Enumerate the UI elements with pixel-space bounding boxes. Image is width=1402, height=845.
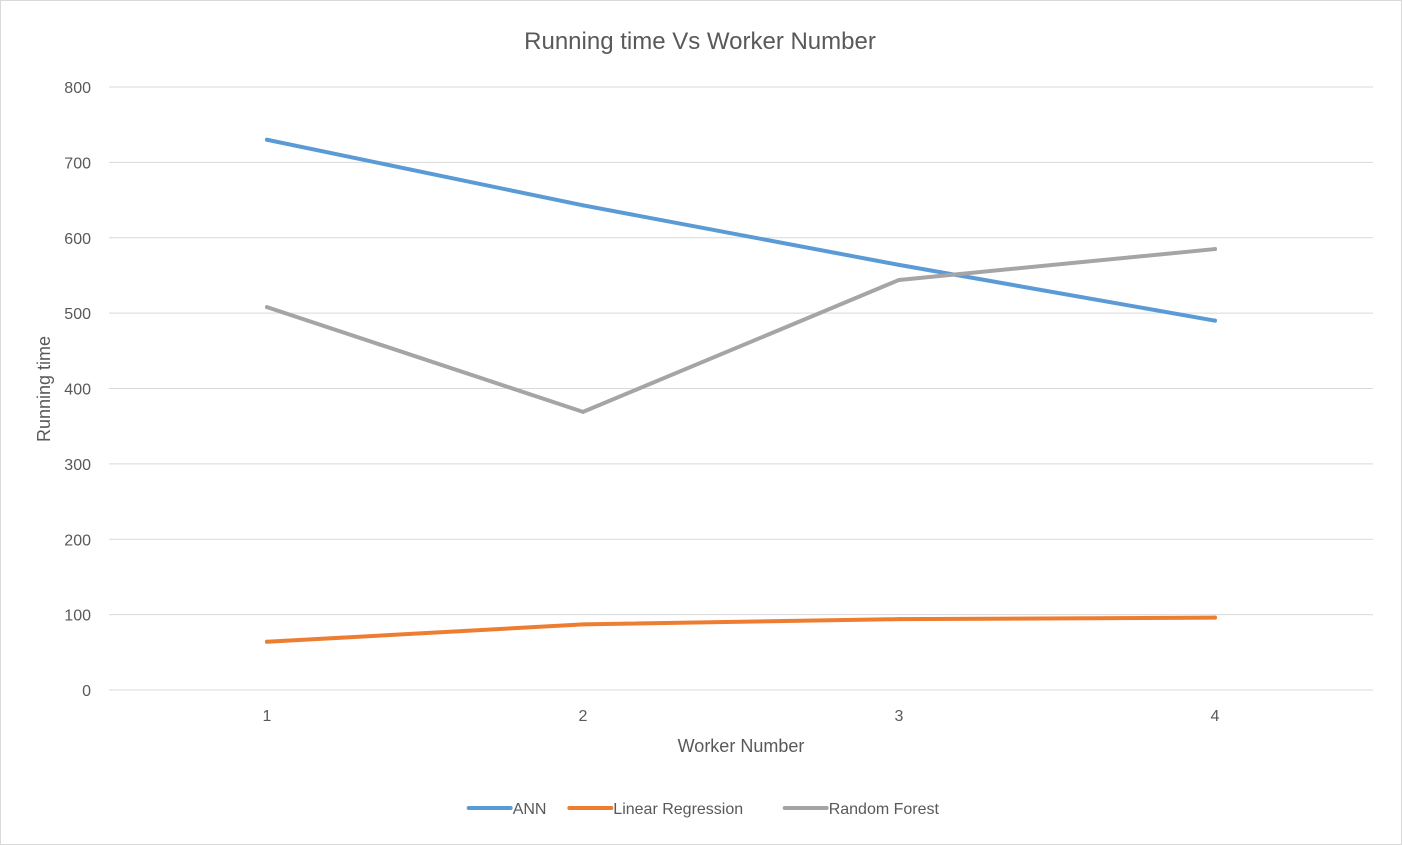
data-point <box>265 137 269 142</box>
legend-label: Random Forest <box>829 801 940 818</box>
series-linear-regression <box>265 615 1217 644</box>
y-tick-label: 300 <box>64 457 91 474</box>
legend-item: Linear Regression <box>567 801 743 818</box>
y-tick-label: 100 <box>64 608 91 625</box>
y-tick-label: 200 <box>64 532 91 549</box>
legend-label: ANN <box>513 801 547 818</box>
y-tick-label: 0 <box>82 683 91 700</box>
data-point <box>897 617 901 622</box>
chart-title: Running time Vs Worker Number <box>524 28 876 55</box>
x-tick-label: 4 <box>1211 708 1220 725</box>
series-line <box>265 615 1217 644</box>
data-point <box>581 409 585 414</box>
data-point <box>897 277 901 282</box>
series-ann <box>265 137 1217 323</box>
y-tick-label: 500 <box>64 306 91 323</box>
y-tick-label: 400 <box>64 382 91 399</box>
y-tick-label: 800 <box>64 80 91 97</box>
data-point <box>1213 615 1217 620</box>
legend: ANN Linear Regression Random Forest <box>466 801 940 818</box>
series-lines <box>265 137 1217 644</box>
series-line <box>265 247 1217 414</box>
x-tick-label: 3 <box>895 708 904 725</box>
y-tick-label: 700 <box>64 155 91 172</box>
x-tick-label: 1 <box>263 708 272 725</box>
x-axis-title: Worker Number <box>678 736 805 756</box>
data-point <box>265 639 269 644</box>
y-axis-title: Running time <box>34 336 54 442</box>
y-axis-ticks: 0 100 200 300 400 500 600 700 800 <box>64 80 91 700</box>
x-tick-label: 2 <box>579 708 588 725</box>
series-line <box>265 137 1217 323</box>
data-point <box>265 305 269 310</box>
legend-label: Linear Regression <box>613 801 743 818</box>
data-point <box>1213 247 1217 252</box>
y-tick-label: 600 <box>64 231 91 248</box>
data-point <box>581 203 585 208</box>
x-axis-ticks: 1 2 3 4 <box>263 708 1220 725</box>
series-random-forest <box>265 247 1217 414</box>
data-point <box>1213 318 1217 323</box>
data-point <box>581 622 585 627</box>
legend-item: Random Forest <box>782 801 940 818</box>
data-point <box>897 262 901 267</box>
legend-item: ANN <box>466 801 547 818</box>
gridlines <box>109 86 1373 691</box>
